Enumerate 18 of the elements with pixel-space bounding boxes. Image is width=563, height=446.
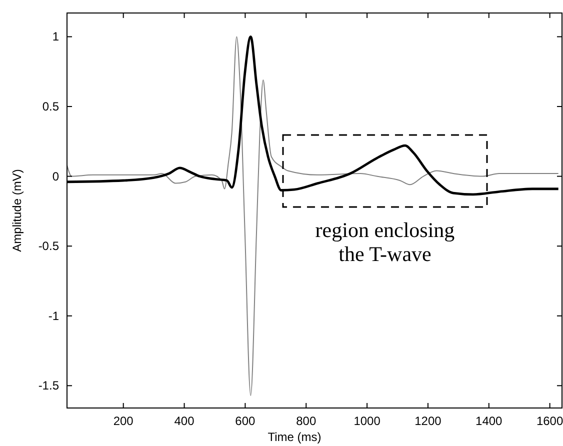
y-tick-label: -1 (48, 308, 60, 323)
y-tick-label: -1.5 (38, 378, 60, 393)
x-tick-label: 1200 (414, 414, 442, 428)
x-tick-label: 800 (296, 414, 316, 428)
y-axis-title: Amplitude (mV) (10, 169, 24, 252)
x-tick-label: 1000 (354, 414, 381, 428)
x-axis-title: Time (ms) (268, 430, 322, 444)
y-tick-label: -0.5 (38, 239, 60, 254)
x-tick-label: 1600 (536, 414, 563, 428)
x-tick-label: 600 (235, 414, 256, 428)
x-tick-label: 1400 (476, 414, 503, 428)
y-tick-label: 0 (52, 169, 60, 184)
y-tick-label: 0.5 (42, 100, 60, 114)
x-tick-label: 400 (174, 414, 195, 428)
x-tick-label: 200 (113, 414, 134, 428)
line-series (67, 36, 559, 396)
annotation: region enclosing the T-wave (315, 218, 456, 266)
y-tick-label: 1 (52, 30, 60, 44)
